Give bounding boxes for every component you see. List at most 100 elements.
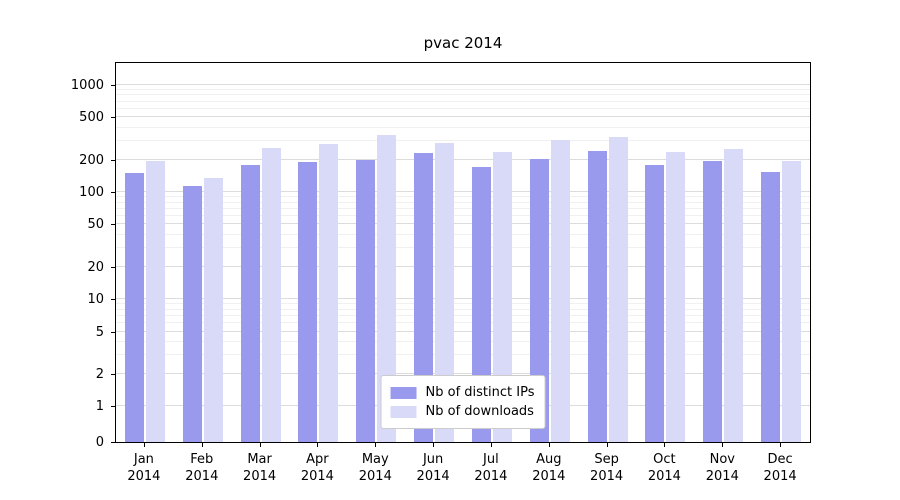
x-tick-label-nov: Nov 2014 [705,452,739,484]
gridline-minor [116,88,810,90]
bar-downloads-dec [782,161,802,442]
x-tick-label-jan: Jan 2014 [127,452,161,484]
x-tick-mark [606,443,608,447]
x-axis-ticks [115,443,811,447]
y-tick-mark [111,117,115,119]
x-tick-label-jun: Jun 2014 [416,452,450,484]
y-tick-label: 1 [95,399,104,415]
x-tick-label-dec: Dec 2014 [763,452,797,484]
gridline-major [116,266,810,267]
gridline-minor [116,207,810,209]
gridline-minor [116,140,810,141]
y-tick-label: 200 [79,152,104,168]
x-tick-label-may: May 2014 [358,452,392,484]
bar-distinct-ips-oct [645,164,665,442]
bar-downloads-aug [550,139,570,442]
x-tick-label-aug: Aug 2014 [532,452,566,484]
gridline-minor [116,308,810,310]
y-tick-mark [111,406,115,408]
x-tick-label-sep: Sep 2014 [590,452,624,484]
x-tick-mark [664,443,666,447]
y-tick-label: 50 [87,217,104,233]
x-tick-mark [433,443,435,447]
gridline-minor [116,201,810,203]
gridline-major [116,84,810,85]
x-tick-mark [143,443,145,447]
bar-downloads-nov [724,148,744,442]
bar-distinct-ips-apr [298,162,318,442]
gridline-major [116,191,810,193]
x-tick-mark [317,443,319,447]
y-tick-label: 100 [79,185,104,201]
legend-swatch-distinct-ips-icon [390,386,417,399]
bar-distinct-ips-nov [703,161,723,442]
y-tick-mark [111,299,115,301]
y-axis-ticks [111,62,115,443]
bar-distinct-ips-mar [240,164,260,442]
y-tick-mark [111,159,115,161]
bar-downloads-apr [319,144,339,442]
bar-downloads-jun [435,142,455,442]
legend: Nb of distinct IPs Nb of downloads [380,375,546,429]
y-tick-mark [111,224,115,226]
bar-distinct-ips-jun [414,153,434,442]
x-tick-mark [375,443,377,447]
x-tick-label-apr: Apr 2014 [300,452,334,484]
legend-label-distinct-ips: Nb of distinct IPs [425,385,535,400]
y-tick-label: 5 [95,324,104,340]
legend-item-distinct-ips: Nb of distinct IPs [390,383,535,402]
gridline-major [116,223,810,225]
gridline-minor [116,322,810,323]
y-tick-label: 1000 [70,78,104,93]
bar-distinct-ips-jul [471,167,491,442]
gridline-minor [116,247,810,249]
x-tick-mark [201,443,203,447]
legend-label-downloads: Nb of downloads [425,404,534,419]
gridline-minor [116,303,810,305]
gridline-minor [116,100,810,102]
gridline-major [116,116,810,118]
y-tick-mark [111,442,115,443]
x-tick-mark [722,443,724,447]
y-tick-label: 10 [87,292,104,308]
bar-downloads-sep [608,136,628,442]
gridline-minor [116,314,810,316]
gridline-minor [116,233,810,235]
y-tick-mark [111,374,115,376]
y-tick-label: 2 [95,367,104,383]
gridline-major [116,373,810,375]
x-tick-label-oct: Oct 2014 [647,452,681,484]
chart-title: pvac 2014 [423,34,503,52]
y-tick-label: 500 [79,110,104,126]
bar-distinct-ips-sep [587,151,607,442]
y-tick-mark [111,192,115,194]
gridline-minor [116,196,810,197]
bar-downloads-may [377,135,397,442]
gridline-major [116,330,810,332]
gridline-minor [116,340,810,342]
bar-distinct-ips-may [356,159,376,442]
legend-swatch-downloads-icon [390,405,417,418]
bar-distinct-ips-dec [761,171,781,442]
plot-area: Nb of distinct IPs Nb of downloads [115,62,811,443]
x-tick-mark [259,443,261,447]
bar-downloads-oct [666,152,686,442]
gridline-minor [116,214,810,216]
x-tick-label-mar: Mar 2014 [243,452,277,484]
x-tick-label-jul: Jul 2014 [474,452,508,484]
y-tick-label: 20 [87,260,104,275]
bar-downloads-feb [203,178,223,442]
bar-downloads-jul [492,152,512,442]
legend-item-downloads: Nb of downloads [390,402,535,421]
x-tick-mark [548,443,550,447]
gridline-minor [116,354,810,356]
y-tick-label: 0 [95,435,104,450]
gridline-minor [116,107,810,109]
y-tick-mark [111,331,115,333]
x-tick-label-feb: Feb 2014 [185,452,219,484]
gridline-major [116,298,810,300]
bar-distinct-ips-feb [182,185,202,442]
gridline-minor [116,126,810,128]
bar-downloads-mar [261,147,281,442]
bar-downloads-jan [145,161,165,442]
